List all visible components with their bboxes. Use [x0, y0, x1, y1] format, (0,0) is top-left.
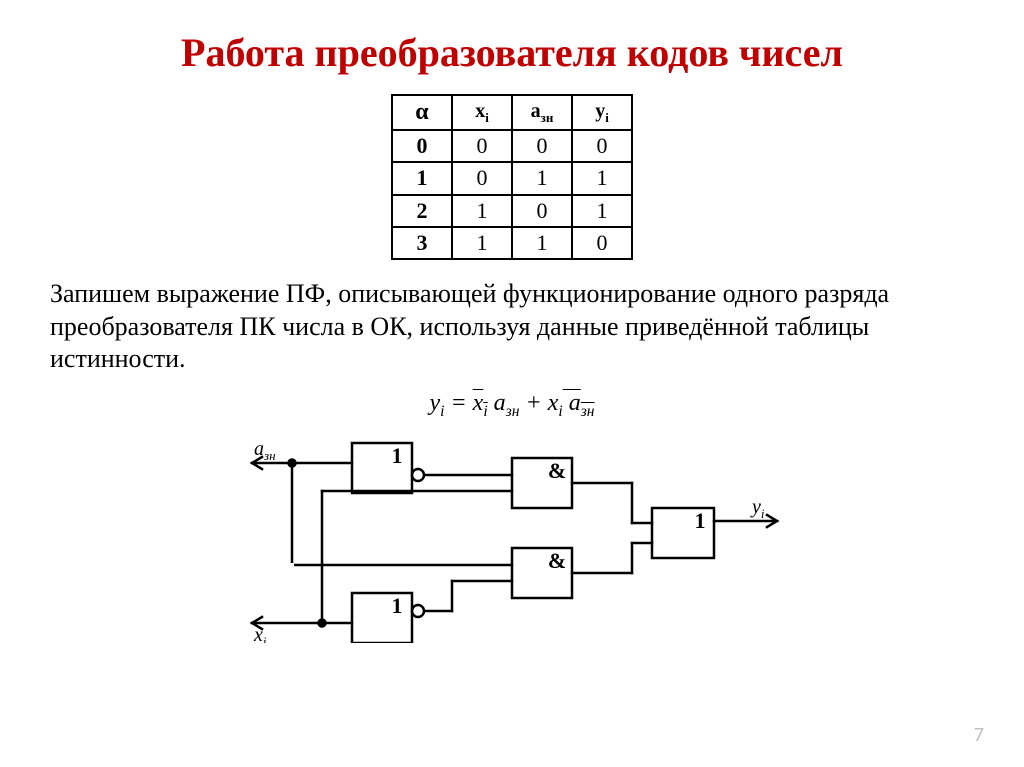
th-y: yi [572, 95, 632, 130]
gate-or: 1 [695, 508, 706, 533]
th-alpha: α [392, 95, 452, 130]
table-row: 3 1 1 0 [392, 227, 632, 259]
gate-and-top: & [548, 458, 566, 483]
circuit-diagram: aзн xi yi 1 1 & & 1 [50, 433, 974, 643]
table-row: 0 0 0 0 [392, 130, 632, 162]
gate-and-bottom: & [548, 548, 566, 573]
formula: yi = xi aзн + xi aзн [50, 390, 974, 421]
page-title: Работа преобразователя кодов чисел [50, 30, 974, 76]
label-a: aзн [254, 438, 276, 463]
gate-not-bottom: 1 [392, 593, 403, 618]
body-paragraph: Запишем выражение ПФ, описывающей функци… [50, 278, 974, 376]
th-a: aзн [512, 95, 572, 130]
th-x: xi [452, 95, 512, 130]
label-x: xi [253, 624, 267, 643]
table-row: 1 0 1 1 [392, 162, 632, 194]
truth-table: α xi aзн yi 0 0 0 0 1 0 1 1 2 1 0 [391, 94, 633, 260]
gate-not-top: 1 [392, 443, 403, 468]
slide: Работа преобразователя кодов чисел α xi … [0, 0, 1024, 767]
table-row: 2 1 0 1 [392, 195, 632, 227]
page-number: 7 [974, 723, 984, 747]
label-y: yi [750, 496, 765, 521]
